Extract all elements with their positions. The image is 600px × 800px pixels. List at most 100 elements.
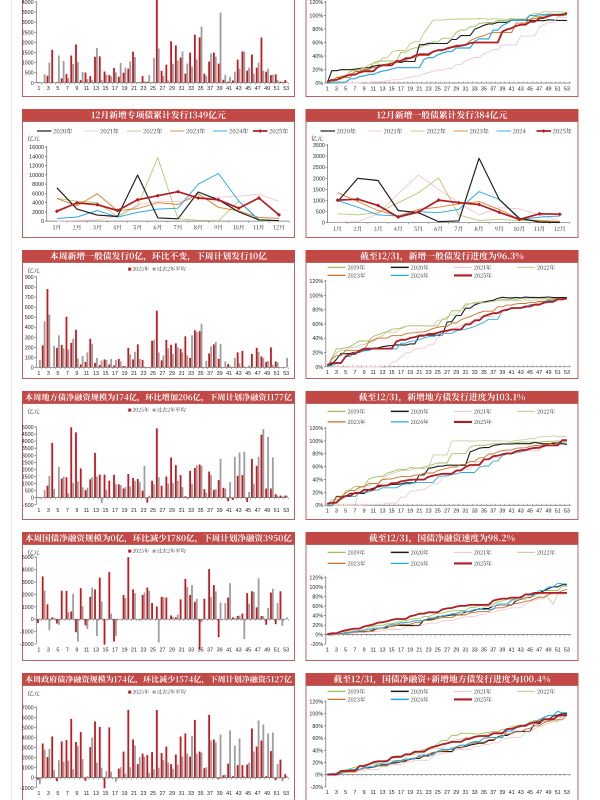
svg-text:11: 11 — [84, 371, 90, 377]
svg-text:15: 15 — [389, 370, 395, 376]
svg-text:5: 5 — [344, 370, 347, 376]
svg-text:39: 39 — [217, 647, 223, 653]
svg-text:80%: 80% — [312, 452, 323, 458]
svg-text:6000: 6000 — [22, 715, 34, 721]
svg-text:29: 29 — [169, 791, 175, 797]
svg-text:49: 49 — [264, 86, 270, 92]
svg-text:13: 13 — [380, 790, 386, 796]
svg-text:43: 43 — [236, 647, 242, 653]
svg-text:60%: 60% — [312, 322, 323, 328]
svg-text:2500: 2500 — [313, 165, 325, 171]
svg-text:40%: 40% — [312, 336, 323, 342]
svg-text:15: 15 — [389, 790, 395, 796]
svg-text:15: 15 — [103, 86, 109, 92]
svg-text:35: 35 — [481, 648, 487, 654]
svg-text:40%: 40% — [312, 54, 323, 60]
svg-text:27: 27 — [160, 647, 166, 653]
svg-text:29: 29 — [453, 648, 459, 654]
svg-text:47: 47 — [255, 791, 261, 797]
svg-text:1500: 1500 — [22, 475, 34, 481]
svg-text:9: 9 — [363, 648, 366, 654]
svg-text:47: 47 — [536, 790, 542, 796]
svg-text:13: 13 — [93, 86, 99, 92]
svg-text:500: 500 — [25, 315, 34, 321]
svg-text:47: 47 — [536, 648, 542, 654]
svg-text:1500: 1500 — [22, 51, 34, 57]
svg-text:3: 3 — [47, 791, 50, 797]
svg-text:60%: 60% — [312, 736, 323, 742]
svg-text:29: 29 — [453, 370, 459, 376]
svg-text:53: 53 — [283, 371, 289, 377]
svg-text:45: 45 — [527, 509, 533, 515]
svg-text:9: 9 — [363, 509, 366, 515]
svg-text:7: 7 — [353, 370, 356, 376]
svg-text:5: 5 — [344, 86, 347, 92]
svg-text:25: 25 — [150, 86, 156, 92]
svg-text:21: 21 — [416, 648, 422, 654]
svg-text:1: 1 — [326, 86, 329, 92]
svg-text:0: 0 — [31, 617, 34, 623]
svg-text:47: 47 — [536, 370, 542, 376]
svg-text:39: 39 — [499, 370, 505, 376]
svg-text:47: 47 — [255, 508, 261, 514]
svg-text:3: 3 — [47, 86, 50, 92]
svg-text:2000: 2000 — [22, 592, 34, 598]
svg-text:20%: 20% — [312, 68, 323, 74]
svg-text:49: 49 — [264, 371, 270, 377]
svg-text:80%: 80% — [312, 724, 323, 730]
svg-text:1000: 1000 — [22, 482, 34, 488]
svg-text:1000: 1000 — [313, 199, 325, 205]
svg-text:7: 7 — [66, 647, 69, 653]
svg-text:41: 41 — [226, 371, 232, 377]
svg-text:15: 15 — [103, 371, 109, 377]
svg-text:3: 3 — [47, 647, 50, 653]
svg-text:17: 17 — [398, 509, 404, 515]
svg-text:53: 53 — [283, 508, 289, 514]
svg-text:45: 45 — [245, 647, 251, 653]
svg-text:3500: 3500 — [313, 143, 325, 149]
svg-text:3000: 3000 — [313, 154, 325, 160]
svg-text:39: 39 — [499, 648, 505, 654]
svg-text:100%: 100% — [309, 293, 323, 299]
svg-text:43: 43 — [236, 86, 242, 92]
svg-text:29: 29 — [453, 790, 459, 796]
svg-text:39: 39 — [499, 86, 505, 92]
svg-text:2000: 2000 — [22, 40, 34, 46]
svg-text:51: 51 — [274, 371, 280, 377]
svg-text:100%: 100% — [309, 712, 323, 718]
svg-text:1: 1 — [37, 791, 40, 797]
svg-text:37: 37 — [207, 791, 213, 797]
svg-text:21: 21 — [416, 370, 422, 376]
svg-text:17: 17 — [398, 648, 404, 654]
svg-text:11: 11 — [370, 790, 376, 796]
svg-text:43: 43 — [518, 370, 524, 376]
svg-text:5000: 5000 — [22, 425, 34, 431]
svg-text:7: 7 — [353, 509, 356, 515]
svg-text:11: 11 — [370, 648, 376, 654]
svg-text:5: 5 — [56, 791, 59, 797]
svg-text:-20%: -20% — [311, 642, 324, 648]
svg-text:800: 800 — [25, 285, 34, 291]
svg-text:33: 33 — [472, 648, 478, 654]
svg-text:3: 3 — [47, 508, 50, 514]
svg-text:37: 37 — [207, 86, 213, 92]
svg-text:11: 11 — [370, 370, 376, 376]
svg-text:12000: 12000 — [29, 164, 44, 170]
svg-text:49: 49 — [546, 790, 552, 796]
svg-text:200: 200 — [25, 345, 34, 351]
svg-text:49: 49 — [546, 509, 552, 515]
svg-text:19: 19 — [407, 790, 413, 796]
svg-text:41: 41 — [226, 647, 232, 653]
svg-text:51: 51 — [274, 508, 280, 514]
svg-text:45: 45 — [245, 371, 251, 377]
svg-text:25: 25 — [435, 790, 441, 796]
svg-text:19: 19 — [122, 791, 128, 797]
svg-text:120%: 120% — [309, 0, 323, 6]
svg-text:16000: 16000 — [29, 145, 44, 151]
svg-text:33: 33 — [188, 371, 194, 377]
svg-text:51: 51 — [274, 86, 280, 92]
svg-text:100%: 100% — [309, 585, 323, 591]
svg-text:21: 21 — [416, 509, 422, 515]
svg-text:43: 43 — [518, 509, 524, 515]
svg-text:0: 0 — [322, 221, 325, 227]
